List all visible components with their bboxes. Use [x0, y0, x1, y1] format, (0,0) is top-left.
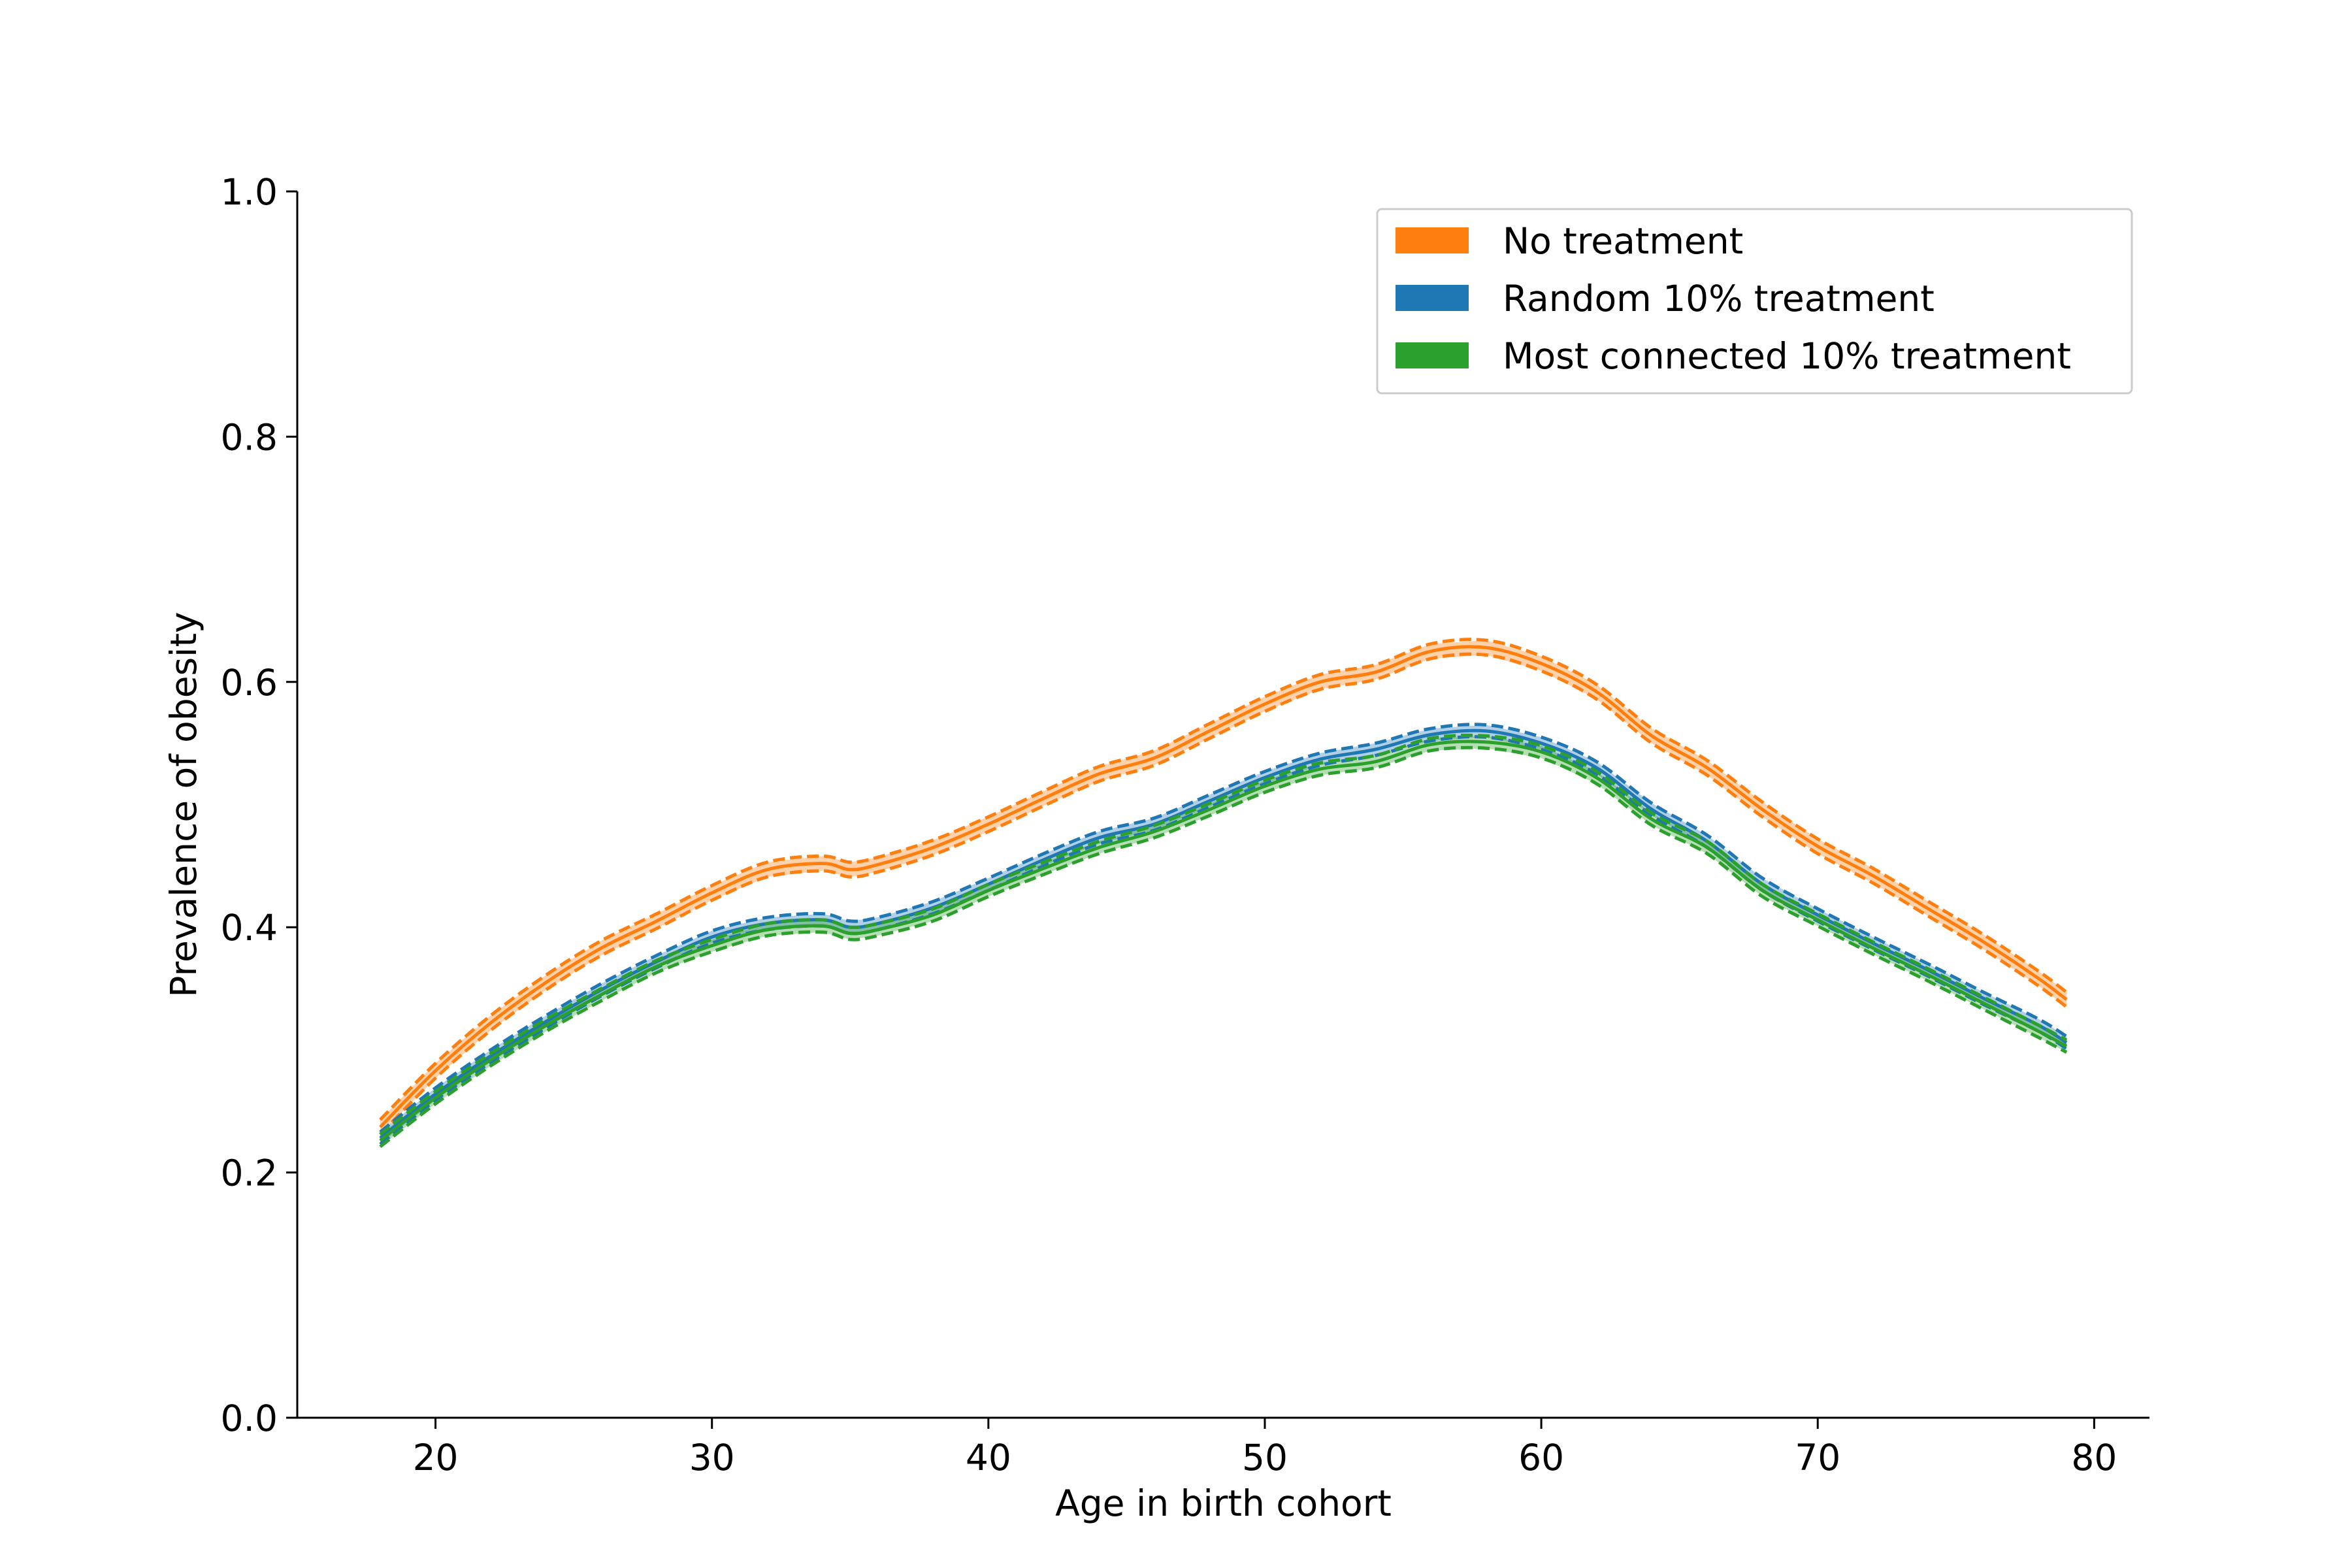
- y-tick-label: 0.0: [221, 1397, 278, 1439]
- legend-swatch: [1396, 285, 1469, 311]
- legend-label: Most connected 10% treatment: [1503, 335, 2071, 377]
- y-tick-label: 1.0: [221, 171, 278, 213]
- legend-swatch: [1396, 227, 1469, 253]
- x-tick-label: 50: [1242, 1437, 1288, 1478]
- legend-label: Random 10% treatment: [1503, 278, 1935, 319]
- x-tick-label: 40: [966, 1437, 1011, 1478]
- upper-bound-line: [379, 638, 2068, 1121]
- y-tick-label: 0.8: [221, 416, 278, 458]
- lower-bound-line: [379, 745, 2068, 1149]
- y-tick-label: 0.2: [221, 1152, 278, 1194]
- x-tick-label: 70: [1795, 1437, 1840, 1478]
- y-axis-ticks: 0.0 0.2 0.4 0.6 0.8 1.0: [221, 171, 297, 1439]
- confidence-band: [380, 640, 2067, 1135]
- legend-frame: [1376, 208, 2133, 395]
- x-tick-label: 30: [689, 1437, 735, 1478]
- series-line: [379, 645, 2068, 1128]
- series-line: [379, 740, 2068, 1142]
- x-tick-label: 20: [413, 1437, 459, 1478]
- x-tick-label: 80: [2071, 1437, 2117, 1478]
- upper-bound-line: [379, 733, 2068, 1136]
- x-axis-title: Age in birth cohort: [1055, 1482, 1392, 1524]
- y-axis-title: Prevalence of obesity: [163, 612, 204, 997]
- series-lines: [379, 638, 2068, 1149]
- legend-label: No treatment: [1503, 220, 1743, 262]
- legend-entries: No treatment Random 10% treatment Most con…: [1396, 220, 2071, 377]
- y-tick-label: 0.4: [221, 907, 278, 949]
- x-tick-label: 60: [1518, 1437, 1564, 1478]
- legend-swatch: [1396, 342, 1469, 368]
- y-tick-label: 0.6: [221, 662, 278, 704]
- lower-bound-line: [379, 652, 2068, 1136]
- legend: No treatment Random 10% treatment Most con…: [1376, 208, 2133, 395]
- upper-bound-line: [379, 723, 2068, 1134]
- x-axis-ticks: 20 30 40 50 60 70 80: [413, 1418, 2117, 1478]
